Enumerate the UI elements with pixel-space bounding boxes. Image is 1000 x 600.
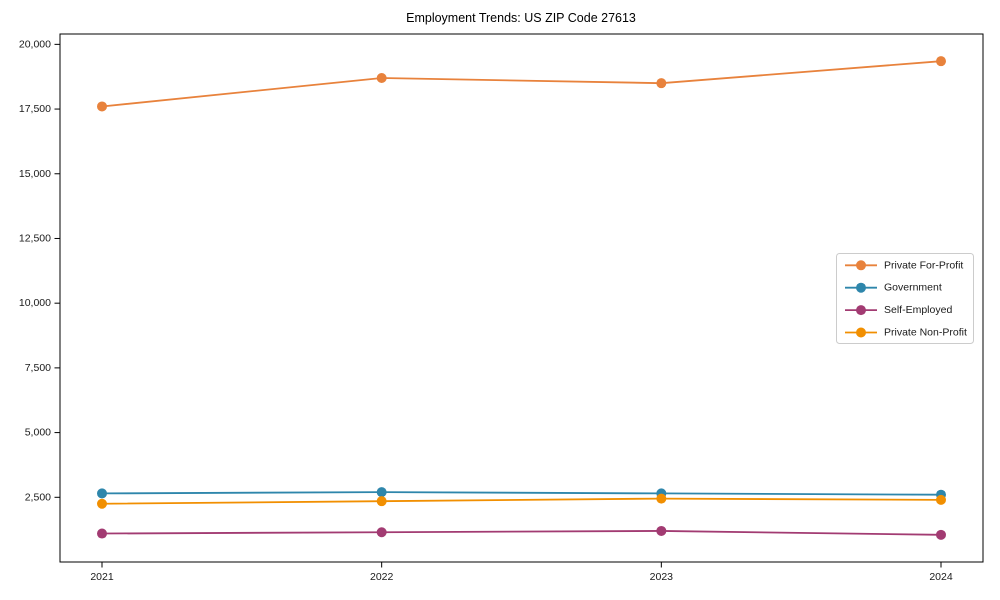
series-line <box>101 497 942 505</box>
legend-item-label: Private Non-Profit <box>884 327 967 339</box>
chart-title: Employment Trends: US ZIP Code 27613 <box>406 11 636 25</box>
legend: Private For-Profit Government Self-Employe… <box>836 253 974 344</box>
y-tick-label: 5,000 <box>25 427 51 439</box>
data-point-marker <box>936 494 946 505</box>
x-tick-label: 2024 <box>929 571 953 583</box>
data-point-marker <box>936 529 946 540</box>
data-point-marker <box>97 528 107 539</box>
data-point-marker <box>97 498 107 509</box>
data-point-marker <box>656 525 667 536</box>
legend-item-label: Government <box>884 282 942 294</box>
legend-item-label: Private For-Profit <box>884 259 963 271</box>
y-tick-label: 20,000 <box>19 38 51 50</box>
y-tick-label: 15,000 <box>19 168 51 180</box>
data-point-marker <box>936 56 946 67</box>
legend-marker-dot <box>856 260 866 271</box>
series-line <box>101 530 942 536</box>
legend-marker-dot <box>856 282 866 293</box>
data-series <box>97 56 946 540</box>
data-point-marker <box>376 487 387 498</box>
data-point-marker <box>656 78 667 89</box>
x-tick-label: 2021 <box>90 571 114 583</box>
data-point-marker <box>376 73 387 83</box>
y-tick-label: 12,500 <box>19 232 51 244</box>
plot-border <box>59 33 984 563</box>
data-point-marker <box>656 493 667 504</box>
series-line <box>101 60 942 108</box>
y-tick-label: 10,000 <box>19 297 51 309</box>
y-tick-label: 17,500 <box>19 103 51 115</box>
data-point-marker <box>376 527 387 538</box>
series-line <box>101 491 942 496</box>
y-tick-label: 2,500 <box>25 491 51 503</box>
x-tick-label: 2023 <box>650 571 674 583</box>
y-tick-label: 7,500 <box>25 362 51 374</box>
y-axis-ticks: 2,500 5,000 7,500 10,000 12,500 15,000 17,500 2… <box>19 38 60 503</box>
legend-marker-dot <box>856 327 866 338</box>
legend-box <box>836 253 974 344</box>
legend-item-label: Self-Employed <box>884 304 952 316</box>
x-tick-label: 2022 <box>370 571 394 583</box>
data-point-marker <box>376 496 387 507</box>
legend-marker-dot <box>856 305 866 316</box>
x-axis-ticks: 2021 2022 2023 2024 <box>90 562 953 583</box>
data-point-marker <box>97 488 107 499</box>
data-point-marker <box>97 101 107 112</box>
